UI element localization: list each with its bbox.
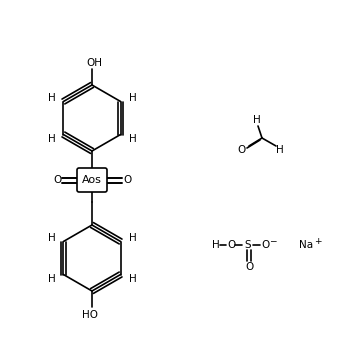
Text: OH: OH [86, 58, 102, 68]
Text: O: O [123, 175, 131, 185]
Text: H: H [276, 145, 284, 155]
Text: Aos: Aos [82, 175, 102, 185]
Text: O: O [238, 145, 246, 155]
FancyBboxPatch shape [77, 168, 107, 192]
Text: H: H [129, 233, 137, 243]
Text: O: O [227, 240, 235, 250]
Text: +: + [314, 237, 322, 246]
Text: H: H [48, 233, 55, 243]
Text: O: O [53, 175, 61, 185]
Text: Na: Na [299, 240, 313, 250]
Text: H: H [253, 115, 261, 125]
Text: S: S [245, 240, 251, 250]
Text: H: H [129, 134, 137, 144]
Text: H: H [48, 93, 55, 103]
Text: HO: HO [82, 310, 98, 320]
Text: H: H [48, 134, 55, 144]
Text: H: H [212, 240, 220, 250]
Text: −: − [269, 237, 276, 246]
Text: H: H [48, 274, 55, 284]
Text: H: H [129, 274, 137, 284]
Text: H: H [129, 93, 137, 103]
Text: O: O [245, 262, 253, 272]
Text: O: O [261, 240, 269, 250]
